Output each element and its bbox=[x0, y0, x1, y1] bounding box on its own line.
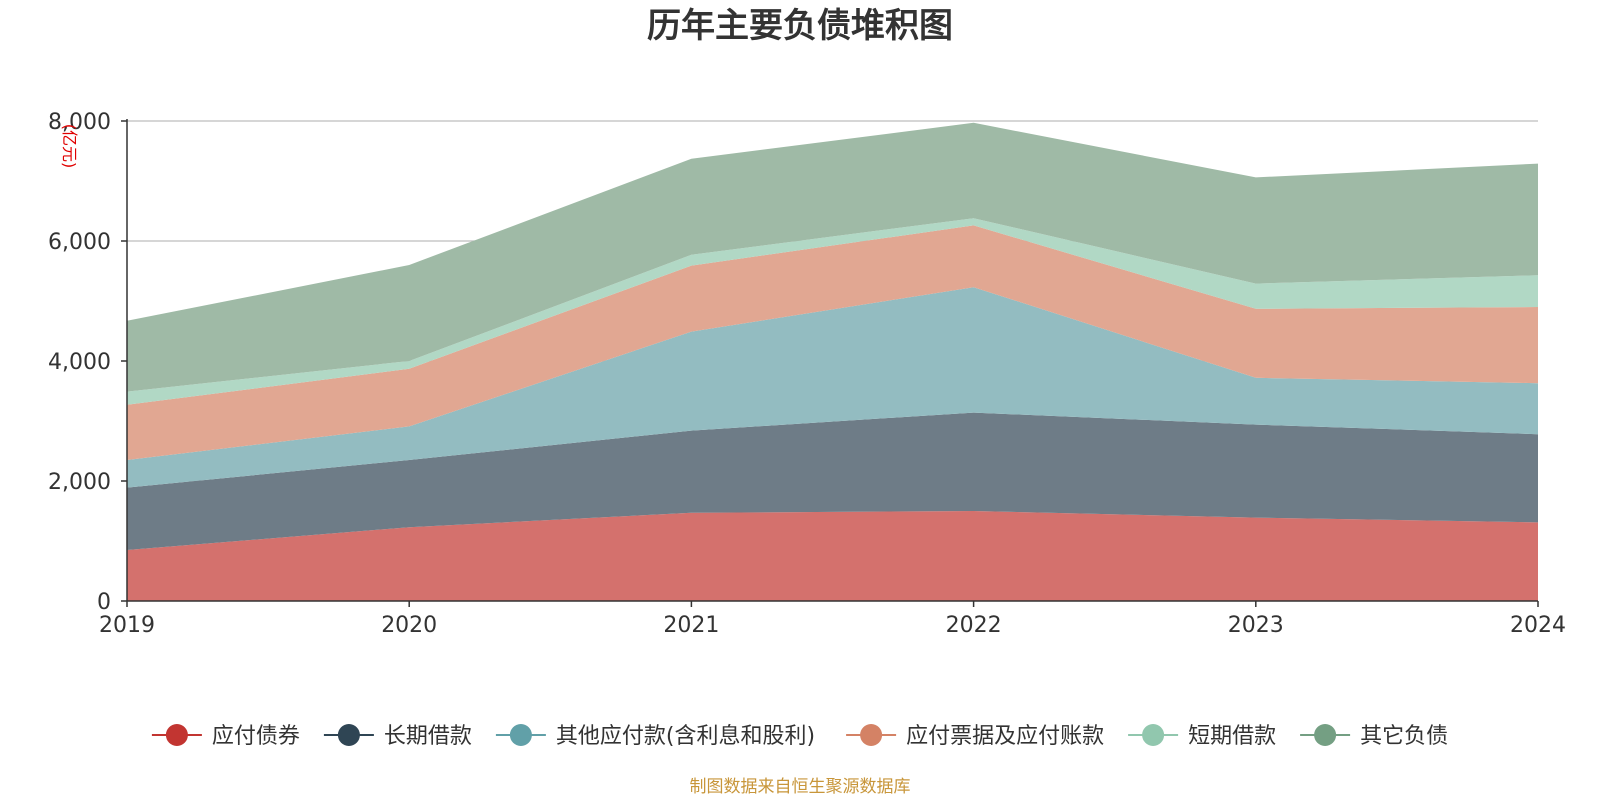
legend-label-1: 长期借款 bbox=[384, 724, 472, 749]
area-series bbox=[127, 122, 1538, 601]
y-tick-label-1: 2,000 bbox=[48, 470, 111, 495]
legend-marker-0 bbox=[165, 724, 188, 746]
axes bbox=[126, 119, 1538, 602]
x-tick-label-2: 2021 bbox=[663, 613, 719, 638]
area-series-2 bbox=[127, 287, 1538, 488]
area-series-5 bbox=[127, 122, 1538, 392]
legend-item-0: 应付债券 bbox=[151, 724, 300, 749]
legend-item-4: 短期借款 bbox=[1128, 724, 1276, 749]
y-tick-label-2: 4,000 bbox=[48, 350, 111, 375]
x-tick-label-1: 2020 bbox=[381, 613, 437, 638]
x-tick-label-3: 2022 bbox=[946, 613, 1002, 638]
legend-marker-2 bbox=[509, 724, 532, 746]
legend-label-4: 短期借款 bbox=[1188, 724, 1276, 749]
legend-label-2: 其他应付款(含利息和股利) bbox=[556, 724, 815, 749]
legend-marker-4 bbox=[1142, 724, 1165, 746]
x-tick-label-0: 2019 bbox=[99, 613, 155, 638]
legend-label-0: 应付债券 bbox=[212, 724, 300, 749]
legend-item-3: 应付票据及应付账款 bbox=[846, 724, 1104, 749]
legend-marker-3 bbox=[860, 724, 883, 746]
area-series-0 bbox=[127, 511, 1538, 601]
legend-item-5: 其它负债 bbox=[1300, 724, 1448, 749]
area-series-4 bbox=[127, 218, 1538, 405]
x-tick-label-4: 2023 bbox=[1228, 613, 1284, 638]
y-axis-ticks: 0 2,000 4,000 6,000 8,000 bbox=[48, 110, 127, 615]
y-tick-label-0: 0 bbox=[97, 590, 111, 615]
legend-marker-5 bbox=[1314, 724, 1337, 746]
y-axis-unit: (亿元) bbox=[60, 124, 79, 169]
chart-title: 历年主要负债堆积图 bbox=[647, 6, 953, 46]
x-axis-ticks: 2019 2020 2021 2022 2023 2024 bbox=[99, 601, 1566, 638]
x-tick-label-5: 2024 bbox=[1510, 613, 1566, 638]
area-series-1 bbox=[127, 412, 1538, 550]
area-series-3 bbox=[127, 225, 1538, 460]
y-tick-label-4: 8,000 bbox=[48, 110, 111, 135]
y-tick-label-3: 6,000 bbox=[48, 230, 111, 255]
legend-item-1: 长期借款 bbox=[323, 724, 472, 749]
legend-label-5: 其它负债 bbox=[1360, 724, 1448, 749]
legend-marker-1 bbox=[337, 724, 360, 746]
legend-item-2: 其他应付款(含利息和股利) bbox=[495, 724, 815, 749]
source-note: 制图数据来自恒生聚源数据库 bbox=[690, 777, 911, 797]
legend-label-3: 应付票据及应付账款 bbox=[906, 724, 1104, 749]
legend: 应付债券 长期借款 其他应付款(含利息和股利) 应付票据及应付账款 短期借款 其它负债 bbox=[151, 724, 1448, 749]
